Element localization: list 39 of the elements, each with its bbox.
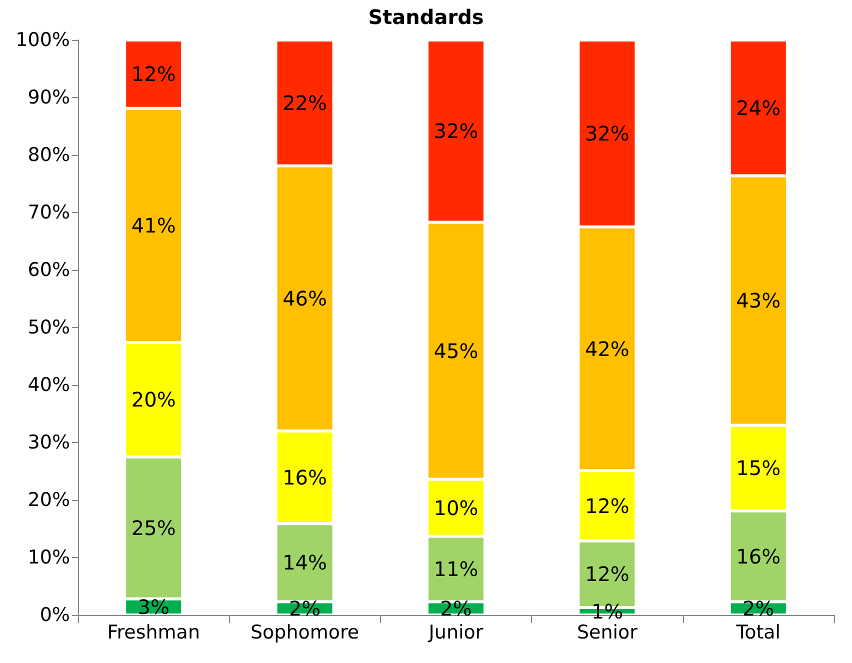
- data-label: 32%: [434, 119, 478, 144]
- y-tick-label: 60%: [28, 259, 70, 281]
- data-label: 16%: [282, 465, 328, 490]
- data-label: 22%: [282, 90, 328, 115]
- data-label: 12%: [584, 562, 630, 586]
- data-label: 43%: [736, 288, 781, 312]
- x-tick-label: Junior: [428, 622, 484, 644]
- data-label: 12%: [584, 494, 630, 518]
- y-tick-label: 10%: [28, 546, 70, 568]
- y-tick-label: 100%: [16, 29, 70, 51]
- data-label: 1%: [591, 599, 624, 624]
- data-label: 16%: [736, 544, 781, 568]
- data-label: 11%: [434, 557, 478, 581]
- y-tick-label: 90%: [28, 86, 70, 108]
- data-label: 25%: [131, 516, 176, 540]
- data-label: 42%: [584, 336, 630, 361]
- data-label: 15%: [736, 456, 781, 480]
- data-label: 41%: [131, 213, 176, 238]
- data-label: 14%: [282, 550, 328, 575]
- data-label: 46%: [282, 286, 328, 310]
- y-tick-label: 40%: [28, 374, 70, 396]
- data-label: 20%: [131, 388, 176, 412]
- chart-title: Standards: [368, 5, 484, 29]
- data-label: 12%: [131, 62, 176, 86]
- data-label: 24%: [736, 96, 781, 120]
- y-tick-label: 70%: [28, 202, 70, 224]
- data-label: 32%: [584, 121, 630, 146]
- data-label: 45%: [434, 338, 478, 363]
- data-label: 3%: [138, 594, 170, 619]
- x-tick-label: Senior: [576, 622, 638, 644]
- y-tick-label: 30%: [28, 432, 70, 454]
- y-tick-label: 50%: [28, 316, 70, 338]
- data-label: 10%: [434, 496, 478, 520]
- x-tick-label: Total: [735, 622, 781, 644]
- y-tick-label: 20%: [28, 489, 70, 511]
- x-tick-label: Sophomore: [250, 622, 360, 644]
- y-tick-label: 0%: [40, 604, 70, 626]
- x-tick-label: Freshman: [107, 622, 200, 644]
- y-tick-label: 80%: [28, 144, 70, 166]
